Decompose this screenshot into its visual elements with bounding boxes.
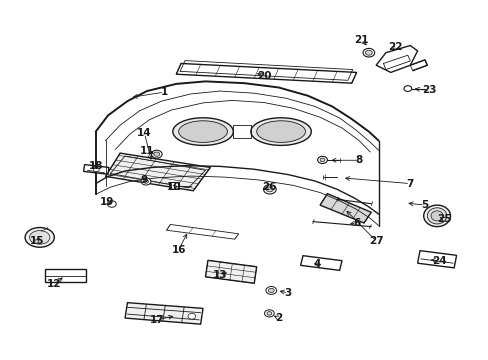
Ellipse shape	[423, 205, 449, 226]
Circle shape	[93, 167, 99, 172]
Polygon shape	[300, 256, 341, 270]
Circle shape	[264, 310, 274, 317]
Text: 24: 24	[431, 256, 446, 266]
Circle shape	[268, 288, 274, 293]
Text: 16: 16	[171, 245, 185, 255]
Polygon shape	[375, 45, 417, 72]
Circle shape	[317, 156, 327, 163]
Polygon shape	[166, 225, 238, 239]
Text: 26: 26	[261, 182, 276, 192]
Text: 9: 9	[141, 175, 148, 185]
Circle shape	[266, 187, 273, 192]
Text: 20: 20	[256, 71, 271, 81]
Text: 6: 6	[352, 218, 360, 228]
Text: 1: 1	[160, 87, 167, 97]
Polygon shape	[176, 63, 356, 83]
Circle shape	[107, 201, 116, 207]
Circle shape	[266, 312, 271, 315]
Ellipse shape	[29, 230, 50, 244]
Polygon shape	[417, 251, 456, 268]
Circle shape	[403, 86, 411, 91]
Polygon shape	[250, 118, 311, 145]
Text: 7: 7	[406, 179, 413, 189]
Circle shape	[187, 314, 195, 319]
Polygon shape	[205, 260, 256, 283]
Text: 13: 13	[212, 270, 227, 280]
Text: 4: 4	[313, 259, 321, 269]
Text: 5: 5	[421, 200, 427, 210]
Polygon shape	[105, 153, 210, 191]
Text: 3: 3	[284, 288, 291, 298]
Text: 10: 10	[166, 182, 181, 192]
Text: 11: 11	[140, 146, 154, 156]
Circle shape	[263, 185, 276, 194]
Text: 18: 18	[88, 161, 103, 171]
Polygon shape	[320, 194, 370, 223]
Text: 19: 19	[100, 197, 114, 207]
Polygon shape	[256, 121, 305, 142]
Polygon shape	[125, 303, 203, 324]
Circle shape	[320, 158, 325, 162]
Polygon shape	[172, 118, 233, 145]
Ellipse shape	[430, 211, 442, 221]
Text: 15: 15	[30, 236, 44, 246]
Circle shape	[151, 150, 162, 158]
Text: 14: 14	[137, 129, 152, 138]
Circle shape	[365, 50, 371, 55]
Text: 22: 22	[387, 42, 402, 52]
Text: 2: 2	[274, 313, 282, 323]
Text: 12: 12	[47, 279, 61, 289]
Ellipse shape	[25, 228, 54, 247]
Text: 8: 8	[355, 155, 362, 165]
Circle shape	[265, 287, 276, 294]
Polygon shape	[178, 121, 227, 142]
Circle shape	[154, 152, 159, 156]
Text: 21: 21	[353, 35, 368, 45]
Text: 17: 17	[149, 315, 163, 325]
Text: 25: 25	[436, 215, 451, 224]
Circle shape	[362, 48, 374, 57]
Polygon shape	[83, 165, 109, 174]
Text: 27: 27	[368, 236, 383, 246]
Circle shape	[141, 178, 151, 185]
Circle shape	[143, 180, 148, 183]
Text: 23: 23	[422, 85, 436, 95]
Ellipse shape	[427, 208, 446, 224]
Polygon shape	[409, 60, 427, 71]
Polygon shape	[44, 269, 86, 282]
